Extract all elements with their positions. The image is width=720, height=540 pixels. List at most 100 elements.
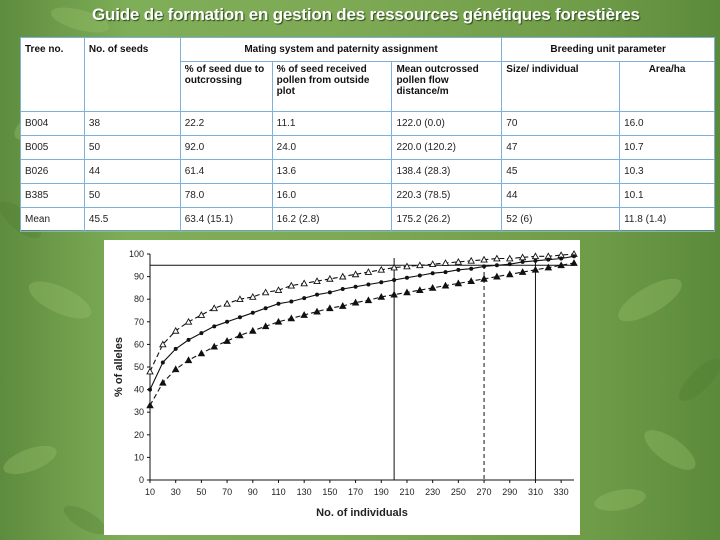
data-point-upper <box>428 260 437 268</box>
data-point-upper <box>223 299 231 307</box>
x-tick-label: 170 <box>348 487 363 497</box>
group-header-mating-system: Mating system and paternity assignment <box>179 37 503 62</box>
cell-area: 10.7 <box>619 135 715 160</box>
data-point-lower <box>570 259 578 266</box>
mating-system-table: Tree no. No. of seeds Mating system and … <box>20 37 715 232</box>
data-point-upper <box>441 259 450 266</box>
cell-area: 11.8 (1.4) <box>619 207 715 232</box>
slide-title: Guide de formation en gestion des ressou… <box>92 5 640 24</box>
data-point-upper <box>480 255 488 263</box>
cell-size: 52 (6) <box>501 207 621 232</box>
data-point-mean <box>199 331 204 336</box>
y-tick-label: 30 <box>134 407 144 417</box>
data-point-lower <box>454 279 463 287</box>
data-point-mean <box>160 360 165 365</box>
data-point-lower <box>403 288 411 296</box>
series-line-upper <box>149 253 575 372</box>
data-point-mean <box>379 280 384 285</box>
data-point-upper <box>505 254 514 262</box>
x-tick-label: 130 <box>297 487 312 497</box>
data-point-mean <box>276 301 281 306</box>
data-point-upper <box>184 317 193 325</box>
series-line-lower <box>149 262 575 406</box>
data-point-mean <box>572 254 576 259</box>
data-point-lower <box>249 326 257 334</box>
x-tick-label: 90 <box>248 487 258 497</box>
data-point-lower <box>171 365 180 373</box>
cell-area: 16.0 <box>619 111 715 136</box>
cell-outcross: 22.2 <box>179 111 273 136</box>
data-point-lower <box>364 296 373 304</box>
data-point-upper <box>467 256 475 264</box>
data-point-mean <box>225 319 230 324</box>
col-header-outcrossing: % of seed due to outcrossing <box>179 61 273 112</box>
data-point-mean <box>315 292 320 297</box>
data-point-upper <box>210 304 219 312</box>
data-point-upper <box>236 295 244 303</box>
x-tick-label: 230 <box>425 487 440 497</box>
y-tick-label: 0 <box>139 475 144 485</box>
cell-distance: 220.0 (120.2) <box>391 135 503 160</box>
cell-seeds: 50 <box>83 135 181 160</box>
table-row: B385 50 78.0 16.0 220.3 (78.5) 44 10.1 <box>20 183 715 208</box>
data-point-mean <box>366 282 371 287</box>
data-point-lower <box>467 277 475 284</box>
data-point-upper <box>390 263 398 271</box>
data-point-mean <box>186 337 191 342</box>
cell-distance: 122.0 (0.0) <box>391 111 503 136</box>
data-point-lower <box>287 314 296 322</box>
data-point-mean <box>546 257 551 262</box>
data-point-lower <box>338 302 347 309</box>
data-point-lower <box>159 378 167 386</box>
cell-outcross: 78.0 <box>179 183 273 208</box>
data-point-mean <box>148 387 152 392</box>
data-point-upper <box>249 293 257 300</box>
cell-outside: 11.1 <box>271 111 393 136</box>
data-point-upper <box>287 281 296 289</box>
data-point-upper <box>326 274 334 282</box>
y-tick-label: 100 <box>129 249 144 259</box>
x-tick-label: 210 <box>399 487 414 497</box>
data-point-lower <box>351 298 360 306</box>
col-header-outside-pollen: % of seed received pollen from outside p… <box>271 61 393 112</box>
data-point-mean <box>340 287 345 292</box>
data-point-lower <box>146 401 154 409</box>
data-point-upper <box>518 253 527 261</box>
data-point-mean <box>417 273 422 278</box>
cell-size: 45 <box>501 159 621 184</box>
data-point-mean <box>212 324 217 329</box>
data-point-lower <box>326 304 334 312</box>
data-point-upper <box>171 326 180 334</box>
x-tick-label: 150 <box>322 487 337 497</box>
data-point-mean <box>327 290 332 295</box>
data-point-upper <box>146 367 154 375</box>
cell-tree: B026 <box>20 159 85 184</box>
y-tick-label: 40 <box>134 385 144 395</box>
data-point-mean <box>353 284 358 289</box>
data-point-lower <box>416 286 424 294</box>
data-point-lower <box>210 342 219 350</box>
col-header-tree-no: Tree no. <box>20 37 85 112</box>
col-header-size-individual: Size/ individual <box>501 61 621 112</box>
x-tick-label: 110 <box>271 487 285 497</box>
data-point-upper <box>300 279 308 287</box>
data-point-mean <box>520 259 525 264</box>
data-point-mean <box>507 262 512 267</box>
data-point-mean <box>237 315 242 320</box>
data-point-lower <box>531 265 540 273</box>
data-point-upper <box>493 254 501 262</box>
data-point-lower <box>274 317 283 325</box>
allele-accumulation-chart: 0 10 20 30 40 50 60 70 80 90 100 10 30 50 70 90 110 130 15… <box>104 240 580 535</box>
cell-tree: B004 <box>20 111 85 136</box>
table-row: Mean 45.5 63.4 (15.1) 16.2 (2.8) 175.2 (… <box>20 207 715 232</box>
y-tick-label: 10 <box>134 452 144 462</box>
data-point-mean <box>173 346 178 351</box>
data-point-lower <box>377 293 386 300</box>
data-point-mean <box>533 258 538 263</box>
x-axis-label: No. of individuals <box>316 507 408 519</box>
x-tick-label: 70 <box>222 487 232 497</box>
data-point-lower <box>261 322 270 330</box>
table-row: B026 44 61.4 13.6 138.4 (28.3) 45 10.3 <box>20 159 715 184</box>
cell-seeds: 38 <box>83 111 181 136</box>
